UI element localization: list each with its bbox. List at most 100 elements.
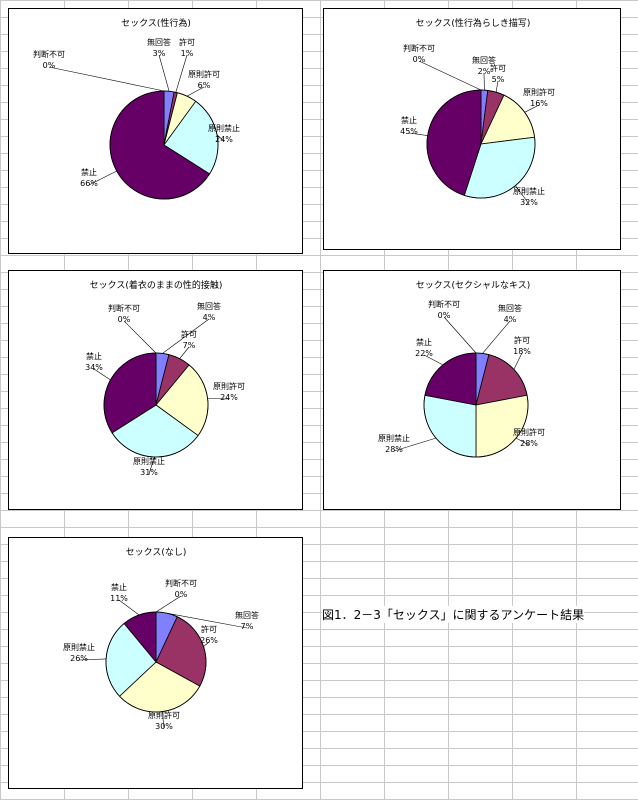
slice-percent-4: 22% (415, 349, 433, 358)
leader-line-2 (524, 104, 540, 113)
slice-label-1: 許可 (201, 624, 217, 634)
slice-percent-2: 16% (530, 99, 548, 108)
slice-label-4: 禁止 (111, 582, 127, 592)
slice-label-1: 許可 (490, 63, 506, 73)
slice-label-2: 原則許可 (523, 87, 555, 97)
slice-percent-2: 28% (520, 439, 538, 448)
leader-line-2 (207, 398, 230, 400)
slice-percent-3: 28% (385, 445, 403, 454)
leader-line-3 (515, 185, 530, 205)
pie-chart-2: セックス(性行為らしき描写) 無回答 2% 許可 5% 原則許可 16% 原則禁止 32% 禁止 4… (323, 8, 621, 250)
chart-title: セックス(なし) (126, 547, 187, 558)
slice-percent-5: 0% (438, 311, 451, 320)
pie-outline (105, 611, 207, 713)
slice-label-4: 禁止 (401, 115, 417, 125)
leader-line-5 (48, 66, 165, 92)
slice-label-4: 禁止 (86, 351, 102, 361)
leader-line-4 (88, 170, 117, 186)
slice-percent-5: 0% (175, 590, 188, 599)
slice-label-5: 判断不可 (428, 299, 460, 309)
leader-line-4 (423, 354, 444, 366)
slice-percent-5: 0% (118, 315, 131, 324)
slice-percent-1: 26% (200, 636, 218, 645)
slice-label-1: 許可 (514, 335, 530, 345)
pie-chart-svg: セックス(性行為) 無回答 3% 許可 1% 原則許可 6% 原則禁止 24% 禁止 66% 判断不可… (33, 17, 240, 200)
slice-label-0: 無回答 (472, 55, 496, 65)
pie-chart-5: セックス(なし) 無回答 7% 許可 26% 原則許可 30% 原則禁止 26% 禁止 11% 判断不… (8, 537, 303, 789)
slice-label-2: 原則許可 (513, 427, 545, 437)
slice-label-0: 無回答 (147, 37, 171, 47)
slice-label-4: 禁止 (81, 167, 97, 177)
slice-percent-0: 3% (153, 49, 166, 58)
leader-line-0 (482, 320, 511, 354)
pie-outline (103, 352, 209, 458)
slice-percent-5: 0% (43, 61, 56, 70)
slice-label-2: 原則許可 (188, 69, 220, 79)
slice-percent-1: 7% (183, 341, 196, 350)
pie-chart-1: セックス(性行為) 無回答 3% 許可 1% 原則許可 6% 原則禁止 24% 禁止 66% 判断不可… (8, 8, 303, 254)
pie-chart-svg: セックス(性行為らしき描写) 無回答 2% 許可 5% 原則許可 16% 原則禁止 32% 禁止 4… (400, 17, 555, 207)
leader-line-4 (118, 599, 140, 616)
pie-chart-svg: セックス(着衣のままの性的接触) 無回答 4% 許可 7% 原則許可 24% 原則禁止 31% 禁… (85, 279, 245, 477)
slice-percent-3: 32% (520, 198, 538, 207)
chart-title: セックス(セクシャルなキス) (416, 280, 530, 291)
pie-chart-4: セックス(セクシャルなキス) 無回答 4% 許可 18% 原則許可 28% 原則禁止 28% 禁止… (323, 270, 621, 510)
slice-label-5: 判断不可 (165, 578, 197, 588)
chart-title: セックス(着衣のままの性的接触) (90, 279, 223, 291)
leader-line-2 (515, 437, 530, 446)
slice-percent-2: 24% (220, 393, 238, 402)
leader-line-2 (162, 711, 165, 729)
leader-line-0 (158, 54, 170, 92)
leader-line-3 (78, 658, 107, 661)
chart-title: セックス(性行為) (121, 17, 191, 29)
leader-line-4 (408, 132, 428, 136)
leader-line-5 (418, 60, 482, 91)
slice-label-1: 許可 (181, 329, 197, 339)
slice-label-3: 原則禁止 (63, 642, 95, 652)
slice-percent-1: 5% (492, 75, 505, 84)
leader-line-5 (443, 316, 477, 354)
slice-label-3: 原則禁止 (133, 456, 165, 466)
slice-percent-0: 4% (504, 315, 517, 324)
leader-line-1 (495, 80, 499, 93)
pie-outline (109, 90, 219, 200)
leader-line-3 (393, 437, 436, 452)
slice-label-0: 無回答 (235, 610, 259, 620)
slice-percent-4: 66% (80, 179, 98, 188)
leader-line-3 (216, 134, 225, 142)
leader-line-0 (162, 318, 210, 354)
leader-line-5 (123, 320, 157, 354)
slice-percent-4: 11% (110, 594, 128, 603)
pie-chart-3: セックス(着衣のままの性的接触) 無回答 4% 許可 7% 原則許可 24% 原則禁止 31% 禁… (8, 270, 303, 510)
leader-line-1 (203, 641, 210, 647)
leader-line-4 (93, 368, 111, 381)
slice-label-3: 原則禁止 (378, 433, 410, 443)
slice-label-3: 原則禁止 (513, 186, 545, 196)
slice-label-5: 判断不可 (33, 49, 65, 59)
slice-percent-4: 45% (400, 127, 418, 136)
figure-caption: 図1．2－3「セックス」に関するアンケート結果 (322, 606, 585, 623)
leader-line-3 (148, 456, 155, 475)
leader-line-1 (513, 352, 523, 370)
leader-line-5 (155, 595, 182, 613)
pie-slice-3 (423, 394, 477, 458)
slice-label-4: 禁止 (416, 337, 432, 347)
leader-line-2 (186, 86, 205, 97)
slice-percent-1: 18% (513, 347, 531, 356)
slice-percent-3: 24% (215, 135, 233, 144)
slice-label-0: 無回答 (498, 303, 522, 313)
slice-label-0: 無回答 (197, 301, 221, 311)
leader-line-1 (179, 346, 190, 359)
chart-title: セックス(性行為らしき描写) (416, 17, 531, 29)
slice-percent-0: 7% (241, 622, 254, 631)
slice-percent-3: 26% (70, 654, 88, 663)
slice-label-1: 許可 (179, 37, 195, 47)
slice-percent-0: 4% (203, 313, 216, 322)
slice-percent-2: 6% (198, 81, 211, 90)
slice-label-2: 原則許可 (148, 710, 180, 720)
pie-outline (423, 352, 529, 458)
slice-percent-1: 1% (181, 49, 194, 58)
pie-chart-svg: セックス(なし) 無回答 7% 許可 26% 原則許可 30% 原則禁止 26% 禁止 11% 判断不… (63, 547, 259, 731)
slice-label-2: 原則許可 (213, 381, 245, 391)
slice-percent-0: 2% (478, 67, 491, 76)
